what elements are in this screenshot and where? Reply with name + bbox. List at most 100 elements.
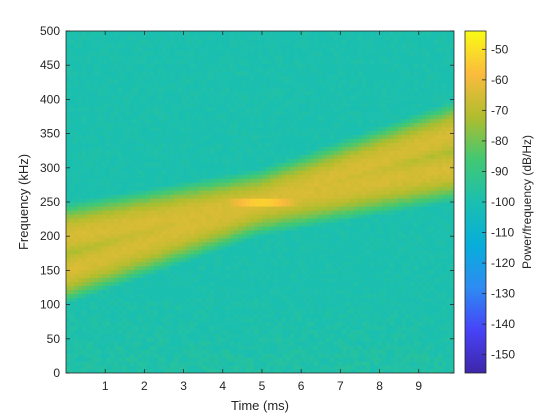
heatmap-cell [214,245,219,251]
heatmap-cell [286,102,291,108]
heatmap-cell [126,305,131,310]
heatmap-cell [270,305,275,310]
heatmap-cell [282,142,287,147]
heatmap-cell [202,357,207,362]
heatmap-cell [114,34,119,40]
heatmap-cell [190,345,195,350]
heatmap-cell [242,134,247,139]
heatmap-cell [250,38,255,44]
heatmap-cell [286,285,291,291]
heatmap-cell [138,285,143,291]
heatmap-cell [290,269,295,275]
heatmap-cell [174,289,179,295]
heatmap-cell [130,190,135,195]
heatmap-cell [166,158,171,163]
heatmap-cell [186,86,191,92]
heatmap-cell [286,170,291,175]
heatmap-cell [82,241,87,247]
heatmap-cell [110,50,115,56]
heatmap-cell [90,70,95,76]
heatmap-cell [234,82,239,88]
heatmap-cell [282,94,287,100]
heatmap-cell [174,353,179,358]
heatmap-cell [274,94,279,100]
heatmap-cell [194,82,199,88]
heatmap-cell [78,313,83,318]
heatmap-cell [294,190,299,195]
heatmap-cell [78,337,83,342]
heatmap-cell [194,265,199,271]
heatmap-cell [74,114,79,120]
heatmap-cell [254,233,259,239]
heatmap-cell [170,301,175,306]
heatmap-cell [158,186,163,191]
heatmap-cell [258,134,263,139]
heatmap-cell [182,38,187,44]
heatmap-cell [158,198,163,203]
heatmap-cell [234,50,239,56]
heatmap-cell [78,265,83,271]
heatmap-cell [182,353,187,358]
heatmap-cell [90,178,95,183]
heatmap-cell [238,285,243,291]
heatmap-cell [122,229,127,235]
heatmap-cell [238,142,243,147]
heatmap-cell [194,253,199,259]
heatmap-cell [198,138,203,143]
heatmap-cell [142,150,147,155]
heatmap-cell [142,90,147,96]
heatmap-cell [158,289,163,295]
heatmap-cell [294,253,299,259]
heatmap-cell [102,82,107,88]
heatmap-cell [78,321,83,326]
heatmap-cell [178,337,183,342]
heatmap-cell [150,213,155,219]
heatmap-cell [170,166,175,171]
heatmap-cell [174,205,179,211]
heatmap-cell [146,345,151,350]
heatmap-cell [258,74,263,80]
heatmap-cell [130,241,135,247]
heatmap-cell [162,146,167,151]
heatmap-cell [166,90,171,96]
heatmap-cell [118,50,123,56]
heatmap-cell [250,241,255,247]
heatmap-cell [222,241,227,247]
heatmap-cell [246,289,251,295]
heatmap-cell [230,158,235,163]
heatmap-cell [254,349,259,354]
heatmap-cell [238,198,243,203]
heatmap-cell [214,46,219,52]
heatmap-cell [74,130,79,135]
heatmap-cell [162,102,167,108]
heatmap-cell [198,154,203,159]
heatmap-cell [198,162,203,167]
heatmap-cell [282,34,287,40]
heatmap-cell [218,102,223,108]
heatmap-cell [98,361,103,366]
heatmap-cell [66,345,71,350]
heatmap-cell [110,353,115,358]
heatmap-cell [210,293,215,299]
heatmap-cell [98,309,103,314]
heatmap-cell [294,110,299,116]
heatmap-cell [186,229,191,235]
heatmap-cell [142,66,147,72]
heatmap-cell [230,357,235,362]
heatmap-cell [210,178,215,183]
heatmap-cell [66,285,71,291]
heatmap-cell [94,66,99,72]
heatmap-cell [202,138,207,143]
heatmap-cell [218,162,223,167]
heatmap-cell [126,285,131,291]
heatmap-cell [114,341,119,346]
heatmap-cell [210,221,215,227]
heatmap-cell [234,186,239,191]
heatmap-cell [246,150,251,155]
heatmap-cell [86,142,91,147]
heatmap-cell [182,305,187,310]
heatmap-cell [238,134,243,139]
heatmap-cell [74,325,79,330]
heatmap-cell [114,186,119,191]
heatmap-cell [66,138,71,143]
